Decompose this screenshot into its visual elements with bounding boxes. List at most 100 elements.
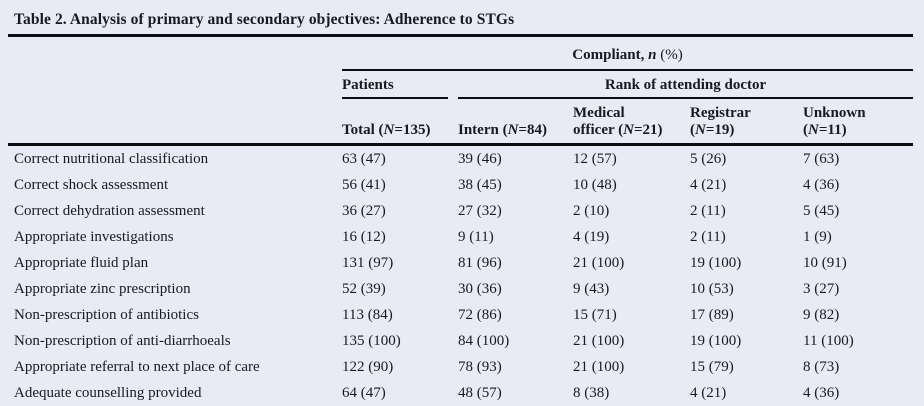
cell-unknown: 4 (36) [803,172,913,198]
cell-total: 122 (90) [342,354,458,380]
cell-unknown: 5 (45) [803,198,913,224]
cell-unknown: 10 (91) [803,250,913,276]
column-header-medical-officer: Medical officer (N=21) [573,99,690,145]
cell-total: 63 (47) [342,145,458,173]
header-spacer [8,99,342,145]
cell-registrar: 4 (21) [690,380,803,406]
cell-total: 56 (41) [342,172,458,198]
column-header-line2: Total (N=135) [342,122,458,139]
column-header-line1: Registrar [690,105,803,122]
row-label: Appropriate fluid plan [8,250,342,276]
header-spacer [8,71,342,99]
column-header-line2: (N=11) [803,122,913,139]
row-label: Adequate counselling provided [8,380,342,406]
cell-registrar: 19 (100) [690,250,803,276]
cell-total: 64 (47) [342,380,458,406]
cell-unknown: 3 (27) [803,276,913,302]
cell-intern: 84 (100) [458,328,573,354]
row-label: Appropriate referral to next place of ca… [8,354,342,380]
row-label: Correct dehydration assessment [8,198,342,224]
table-row: Correct dehydration assessment 36 (27) 2… [8,198,913,224]
cell-medical-officer: 21 (100) [573,250,690,276]
column-header-line2: officer (N=21) [573,122,690,139]
cell-total: 36 (27) [342,198,458,224]
column-header-line2: Intern (N=84) [458,122,573,139]
cell-intern: 48 (57) [458,380,573,406]
cell-unknown: 4 (36) [803,380,913,406]
cell-medical-officer: 12 (57) [573,145,690,173]
cell-unknown: 9 (82) [803,302,913,328]
header-row-columns: Total (N=135) Intern (N=84) Medical offi… [8,99,913,145]
cell-registrar: 2 (11) [690,224,803,250]
table-row: Correct nutritional classification 63 (4… [8,145,913,173]
table-row: Correct shock assessment 56 (41) 38 (45)… [8,172,913,198]
column-header-line1: Unknown [803,105,913,122]
row-label: Correct shock assessment [8,172,342,198]
cell-total: 52 (39) [342,276,458,302]
cell-total: 16 (12) [342,224,458,250]
column-header-line2: (N=19) [690,122,803,139]
cell-medical-officer: 4 (19) [573,224,690,250]
cell-intern: 30 (36) [458,276,573,302]
cell-intern: 72 (86) [458,302,573,328]
cell-total: 135 (100) [342,328,458,354]
cell-registrar: 15 (79) [690,354,803,380]
cell-intern: 78 (93) [458,354,573,380]
table-row: Non-prescription of antibiotics 113 (84)… [8,302,913,328]
row-label: Appropriate investigations [8,224,342,250]
column-header-registrar: Registrar (N=19) [690,99,803,145]
cell-medical-officer: 2 (10) [573,198,690,224]
cell-registrar: 4 (21) [690,172,803,198]
table-body: Correct nutritional classification 63 (4… [8,145,913,406]
cell-unknown: 8 (73) [803,354,913,380]
table-row: Appropriate fluid plan 131 (97) 81 (96) … [8,250,913,276]
cell-registrar: 2 (11) [690,198,803,224]
cell-medical-officer: 21 (100) [573,354,690,380]
rank-header-label: Rank of attending doctor [458,77,913,99]
cell-registrar: 5 (26) [690,145,803,173]
table-row: Appropriate referral to next place of ca… [8,354,913,380]
cell-medical-officer: 15 (71) [573,302,690,328]
cell-registrar: 10 (53) [690,276,803,302]
cell-medical-officer: 10 (48) [573,172,690,198]
table-title: Table 2. Analysis of primary and seconda… [8,8,913,34]
row-label: Appropriate zinc prescription [8,276,342,302]
cell-unknown: 1 (9) [803,224,913,250]
cell-intern: 38 (45) [458,172,573,198]
table-row: Non-prescription of anti-diarrhoeals 135… [8,328,913,354]
compliant-header-cell: Compliant, n (%) [342,36,913,72]
column-header-unknown: Unknown (N=11) [803,99,913,145]
column-header-line1: Medical [573,105,690,122]
adherence-table: Compliant, n (%) Patients Rank of attend… [8,34,913,406]
patients-header-cell: Patients [342,71,458,99]
column-header-total: Total (N=135) [342,99,458,145]
table-row: Appropriate investigations 16 (12) 9 (11… [8,224,913,250]
column-header-intern: Intern (N=84) [458,99,573,145]
cell-medical-officer: 8 (38) [573,380,690,406]
table-row: Appropriate zinc prescription 52 (39) 30… [8,276,913,302]
row-label: Non-prescription of antibiotics [8,302,342,328]
cell-registrar: 17 (89) [690,302,803,328]
cell-medical-officer: 9 (43) [573,276,690,302]
row-label: Correct nutritional classification [8,145,342,173]
cell-unknown: 11 (100) [803,328,913,354]
cell-medical-officer: 21 (100) [573,328,690,354]
rank-header-cell: Rank of attending doctor [458,71,913,99]
header-row-compliant: Compliant, n (%) [8,36,913,72]
cell-intern: 27 (32) [458,198,573,224]
cell-intern: 81 (96) [458,250,573,276]
cell-intern: 39 (46) [458,145,573,173]
patients-header-label: Patients [342,77,448,99]
cell-total: 131 (97) [342,250,458,276]
compliant-header-label: Compliant, n (%) [342,47,913,71]
cell-intern: 9 (11) [458,224,573,250]
cell-total: 113 (84) [342,302,458,328]
header-row-groups: Patients Rank of attending doctor [8,71,913,99]
header-spacer [8,36,342,72]
table-row: Adequate counselling provided 64 (47) 48… [8,380,913,406]
cell-unknown: 7 (63) [803,145,913,173]
table-header: Compliant, n (%) Patients Rank of attend… [8,36,913,145]
cell-registrar: 19 (100) [690,328,803,354]
row-label: Non-prescription of anti-diarrhoeals [8,328,342,354]
